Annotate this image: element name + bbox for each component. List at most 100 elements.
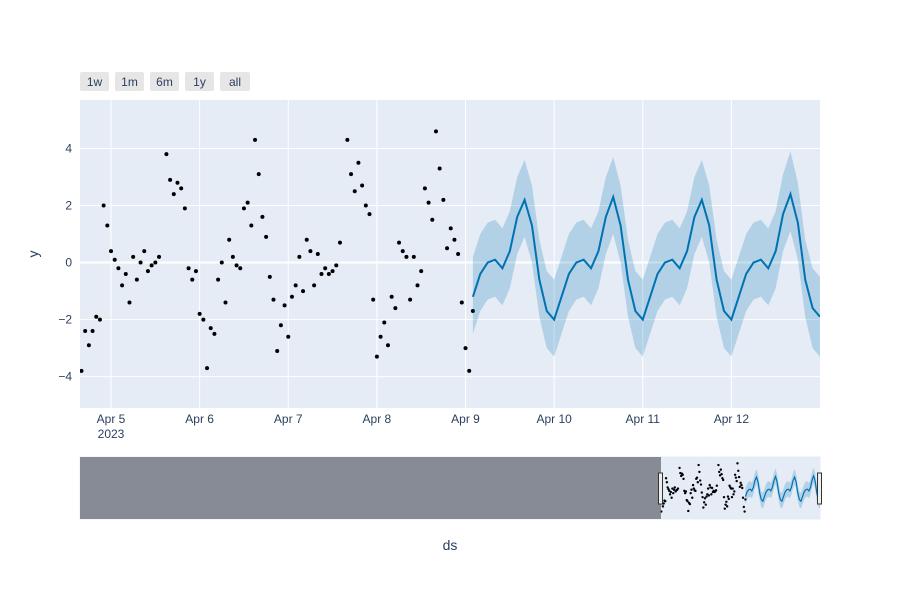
range-button-label[interactable]: 1m [121,75,138,89]
range-button-label[interactable]: all [229,75,241,89]
data-point [94,314,99,319]
data-point [688,502,692,506]
range-button[interactable]: 1w [80,72,109,91]
range-button[interactable]: 1m [115,72,144,91]
data-point [97,317,102,322]
data-point [725,505,729,508]
data-point [249,223,254,228]
range-button[interactable]: all [220,72,250,91]
data-point [673,486,677,489]
data-point [123,271,128,276]
data-point [286,334,291,339]
data-point [315,252,320,256]
data-point [278,323,283,328]
data-point [282,303,287,308]
data-point [149,263,154,268]
data-point [718,470,721,474]
x-tick-label: Apr 6 [185,412,214,426]
data-point [708,483,711,487]
data-point [201,317,206,322]
data-point [186,266,191,271]
range-button[interactable]: 6m [150,72,179,91]
data-point [696,481,700,484]
data-point [367,212,372,217]
range-button-bg[interactable] [115,72,144,91]
data-point [205,366,210,371]
data-point [330,269,335,274]
data-point [109,249,114,254]
data-point [304,237,309,242]
data-point [463,346,468,351]
data-point [275,348,280,353]
data-point [715,484,719,487]
range-button-label[interactable]: 6m [156,75,173,89]
data-point [726,495,730,498]
data-point [267,274,272,279]
data-point [448,226,453,231]
range-button-bg[interactable] [150,72,179,91]
range-button-bg[interactable] [220,72,250,91]
data-point [662,502,665,505]
data-point [470,309,475,314]
data-point [707,494,711,497]
data-point [733,473,737,476]
data-point [171,192,176,197]
data-point [120,283,125,288]
x-tick-label: Apr 10 [536,412,572,426]
range-button[interactable]: 1y [185,72,214,91]
data-point [297,254,302,259]
data-point [669,490,673,494]
data-point [725,500,728,503]
y-tick-label: 4 [65,141,72,155]
data-point [241,206,246,211]
data-point [319,271,324,276]
y-tick-label: 0 [65,256,72,270]
data-point [378,334,383,339]
data-point [691,496,694,499]
data-point [714,489,718,492]
data-point [86,343,91,348]
data-point [720,473,723,476]
data-point [723,507,726,510]
data-point [710,486,714,490]
rangeslider-handle-right[interactable] [817,472,822,505]
x-tick-label: Apr 12 [714,412,750,426]
data-point [116,266,121,271]
range-button-label[interactable]: 1w [87,75,103,89]
data-point [690,488,693,491]
range-button-bg[interactable] [185,72,214,91]
data-point [323,266,328,271]
y-tick-label: −2 [58,313,72,327]
data-point [245,200,250,205]
data-point [670,496,673,499]
data-point [411,254,416,259]
data-point [717,463,720,467]
rangeslider-handle-left[interactable] [658,472,663,505]
data-point [737,475,741,479]
data-point [672,488,676,491]
data-point [326,271,331,276]
data-point [441,197,446,202]
data-point [664,500,667,503]
data-point [308,249,313,254]
data-point [400,249,405,254]
data-point [219,260,224,265]
forecast-line [744,474,820,503]
y-tick-label: 2 [65,199,72,213]
rangeslider-mask[interactable] [80,457,661,519]
data-point [234,263,239,268]
data-point [415,283,420,288]
y-axis-title: y [25,251,41,258]
data-point [706,487,710,490]
data-point [689,491,692,495]
data-point [293,283,298,288]
data-point [459,300,464,305]
data-point [672,491,675,495]
data-point [734,476,738,479]
range-button-bg[interactable] [80,72,109,91]
data-point [697,463,700,467]
data-point [684,490,688,493]
range-button-label[interactable]: 1y [193,75,206,89]
data-point [134,277,139,282]
